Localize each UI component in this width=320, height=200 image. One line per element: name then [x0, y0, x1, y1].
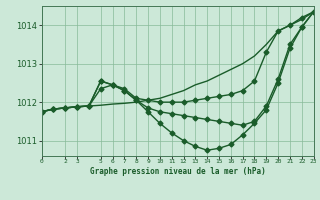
X-axis label: Graphe pression niveau de la mer (hPa): Graphe pression niveau de la mer (hPa) — [90, 167, 266, 176]
